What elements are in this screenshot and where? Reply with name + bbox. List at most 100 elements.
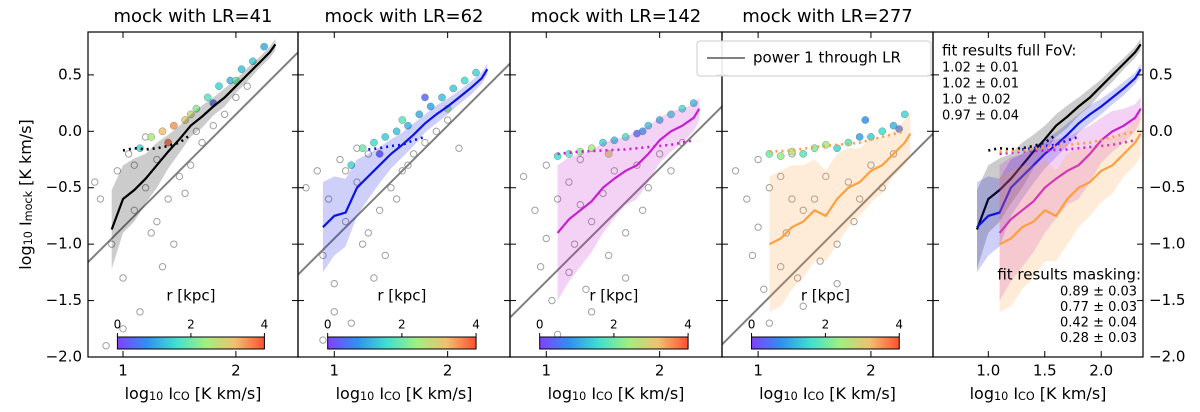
background-point [113,167,122,175]
colored-point [900,110,909,119]
y-tick-label: −1.0 [46,235,82,253]
background-point [364,150,372,158]
subscript: 10 [572,390,586,403]
panel-title: mock with LR=277 [742,6,912,27]
label-part: log [336,384,360,403]
background-point [130,161,138,169]
colorbar-label: r [kpc] [166,287,215,305]
colored-point [158,127,167,136]
x-tick-label: 1.0 [976,362,1000,380]
colored-point [638,127,647,136]
background-point [731,167,740,175]
background-point [358,240,367,248]
subscript: 10 [994,390,1008,403]
label-part: I [1008,384,1018,403]
background-point [387,184,395,192]
axis-label: log10 ICO [K km/s] [548,384,685,403]
colorbar-tick-label: 0 [114,318,122,332]
power-line [88,51,298,263]
colorbar-tick-label: 0 [748,318,756,332]
background-point [542,161,550,169]
colored-point [460,76,469,85]
background-point [370,274,378,282]
background-point [867,161,875,169]
colorbar-tick-label: 0 [324,318,332,332]
colorbar-tick-label: 4 [895,318,903,332]
background-point [336,155,344,164]
background-point [799,206,807,214]
background-point [760,285,768,293]
background-point [822,172,830,181]
subscript: 10 [360,390,374,403]
colored-point [889,121,898,130]
subscript: CO [1018,390,1035,403]
x-tick-label: 2 [655,362,665,380]
colored-point [181,116,189,124]
x-tick-label: 2.0 [1089,362,1113,380]
background-point [855,195,864,203]
colorbar-label: r [kpc] [801,287,850,305]
colored-point [878,127,887,136]
background-point [170,240,178,248]
background-point [542,234,550,243]
colored-point [426,102,435,111]
background-point [889,150,898,158]
colored-point [260,42,268,51]
background-point [531,206,539,214]
error-band [322,63,488,273]
panel [975,38,1142,312]
background-point [353,178,361,186]
background-point [644,184,653,192]
x-tick-label: 2 [866,362,876,380]
label-part: I [163,384,173,403]
background-point [776,172,785,181]
colorbar-label: r [kpc] [589,287,638,305]
background-point [765,319,774,327]
colored-point [610,136,619,145]
binned-line [556,108,701,234]
y-tick-label: 0.0 [1149,122,1173,140]
label-part: I [16,221,35,231]
background-point [141,184,150,192]
background-point [364,229,372,237]
colored-point [689,99,698,107]
colored-point [358,144,367,153]
error-band [999,97,1141,301]
colored-point [833,144,841,153]
colored-point [381,133,390,141]
fit-value: 0.42 ± 0.04 [1060,316,1137,331]
background-point [743,195,751,203]
colored-point [644,121,653,130]
colored-point [415,110,424,119]
colored-point [192,104,201,113]
panel [722,110,933,346]
power-line [722,132,933,346]
background-point [91,178,99,186]
background-point [164,195,172,203]
background-point [788,195,796,203]
x-tick-label: 1 [330,362,340,380]
background-point [587,308,596,316]
background-point [220,110,229,119]
power-line [510,105,722,319]
colorbar [116,336,265,350]
subscript: CO [808,390,825,403]
fit-value: 1.02 ± 0.01 [942,61,1019,76]
subscript: CO [596,390,613,403]
colored-point [472,68,480,77]
label-part: log [548,384,572,403]
background-point [810,195,819,203]
colored-point [147,133,156,141]
colorbar [539,336,689,350]
colored-point [398,116,407,124]
colored-point [599,138,607,147]
background-point [793,274,802,282]
y-tick-label: 0.0 [58,122,82,140]
colored-point [895,125,903,133]
background-point [587,217,596,226]
binned-line [110,43,277,230]
x-tick-label: 1 [118,362,128,380]
label-part: [K km/s] [824,384,896,403]
panel [88,38,298,350]
